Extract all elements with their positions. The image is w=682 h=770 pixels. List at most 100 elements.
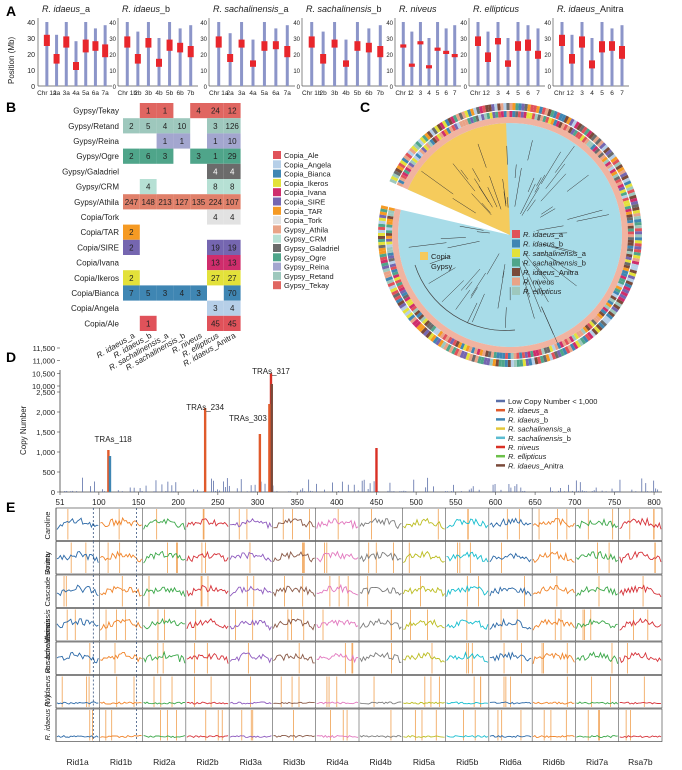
coverage-trace bbox=[532, 735, 575, 738]
heatmap-cell bbox=[207, 103, 224, 119]
chromosome-bar bbox=[610, 28, 614, 86]
family-ring-tick bbox=[531, 357, 536, 366]
family-ring-tick bbox=[583, 128, 591, 136]
chrom-label: Rid4a bbox=[326, 757, 348, 767]
species-ring-tick bbox=[551, 344, 557, 352]
panel-a-ytick: 20 bbox=[27, 52, 35, 59]
family-ring-tick bbox=[553, 351, 560, 359]
heatmap-cell-value: 247 bbox=[125, 198, 139, 207]
coverage-trace bbox=[576, 551, 618, 563]
family-ring-tick bbox=[424, 132, 432, 140]
species-ring-tick bbox=[458, 120, 464, 128]
legend-label: Copia_Tork bbox=[284, 216, 322, 225]
family-ring-tick bbox=[512, 103, 516, 111]
species-italic: R. idaeus bbox=[508, 406, 540, 415]
species-ring-tick bbox=[480, 113, 485, 121]
species-ring-tick bbox=[405, 298, 413, 305]
species-ring-tick bbox=[399, 176, 406, 183]
peak-bar bbox=[268, 404, 271, 492]
chrom-label: Rid6a bbox=[499, 757, 521, 767]
family-ring-tick bbox=[515, 103, 519, 111]
family-ring-tick bbox=[416, 322, 424, 331]
tree-branch bbox=[535, 265, 553, 285]
heatmap-cell-value: 2 bbox=[129, 122, 134, 131]
tree-branch bbox=[536, 177, 542, 187]
family-ring-tick bbox=[378, 229, 386, 233]
heatmap-cell bbox=[139, 179, 157, 195]
coverage-trace bbox=[100, 701, 142, 705]
chrom-label: Rid5b bbox=[456, 757, 478, 767]
legend-swatch bbox=[273, 169, 281, 178]
heatmap-cell bbox=[223, 315, 241, 331]
heatmap-cell-value: 1 bbox=[163, 107, 168, 116]
species-ring-tick bbox=[592, 145, 599, 153]
species-ring-tick bbox=[423, 319, 431, 327]
heatmap-cell-value: 2 bbox=[129, 243, 134, 252]
species-ring-tick bbox=[543, 347, 548, 354]
panel-a-ytick: 30 bbox=[460, 37, 467, 43]
family-ring-tick bbox=[378, 238, 386, 243]
family-ring-tick bbox=[448, 345, 455, 354]
family-ring-tick bbox=[395, 297, 404, 304]
panel-a-ytick: 0 bbox=[204, 85, 208, 91]
heatmap-cell bbox=[139, 194, 157, 210]
species-ring-tick bbox=[610, 170, 618, 177]
species-ring-tick bbox=[439, 332, 446, 339]
panel-b-row-label: Gypsy/Athila bbox=[74, 198, 119, 207]
species-ring-tick bbox=[397, 284, 404, 290]
species-ring-tick bbox=[616, 181, 623, 187]
family-ring-tick bbox=[560, 114, 567, 122]
species-ring-tick bbox=[627, 242, 634, 246]
tree-branch bbox=[471, 193, 492, 215]
coverage-trace bbox=[56, 735, 99, 738]
species-ring-tick bbox=[588, 320, 596, 328]
centromere-region bbox=[102, 44, 109, 58]
family-ring-tick bbox=[503, 103, 507, 111]
heatmap-cell-value: 13 bbox=[228, 259, 237, 268]
family-ring-tick bbox=[582, 335, 589, 343]
panel-d-copy-number-chart: Copy Number 0 500 1,000 1,500 2,000 2,50010,00… bbox=[19, 344, 662, 507]
tree-branch bbox=[470, 287, 478, 299]
heatmap-cell bbox=[190, 194, 207, 210]
family-ring-tick bbox=[477, 356, 482, 364]
coverage-trace bbox=[619, 701, 662, 705]
family-ring-tick bbox=[407, 314, 416, 322]
family-ring-tick bbox=[461, 111, 467, 119]
family-ring-tick bbox=[574, 340, 582, 348]
coverage-trace bbox=[619, 617, 662, 631]
family-ring-tick bbox=[571, 119, 578, 128]
clade-legend-label: Gypsy bbox=[431, 262, 453, 271]
species-legend-swatch bbox=[512, 249, 520, 257]
species-ring-tick bbox=[423, 144, 430, 151]
family-ring-tick bbox=[536, 356, 542, 364]
heatmap-cell-value: 10 bbox=[228, 137, 237, 146]
panel-d-ytick: 10,000 bbox=[32, 382, 55, 391]
coverage-trace bbox=[359, 734, 402, 738]
family-ring-tick bbox=[589, 329, 596, 338]
chromosome-bar bbox=[274, 28, 278, 86]
tree-branch bbox=[523, 252, 546, 280]
panel-a-xtick: 4 bbox=[590, 90, 594, 97]
panel-a-xtick: Chr 1b bbox=[302, 90, 322, 97]
peak-bar bbox=[258, 434, 262, 492]
family-ring-tick bbox=[392, 172, 400, 179]
species-ring-tick bbox=[419, 148, 426, 155]
tree-branch bbox=[472, 168, 481, 182]
heatmap-cell bbox=[190, 103, 207, 119]
species-ring-tick bbox=[415, 152, 422, 159]
species-ring-tick bbox=[438, 131, 445, 139]
species-ring-tick bbox=[627, 219, 634, 224]
centromere-region bbox=[579, 36, 585, 48]
coverage-trace bbox=[446, 551, 489, 563]
heatmap-cell bbox=[207, 133, 224, 149]
centromere-region bbox=[343, 60, 349, 67]
family-ring-tick bbox=[413, 143, 421, 151]
coverage-trace bbox=[489, 701, 532, 705]
coverage-trace bbox=[143, 550, 186, 564]
panel-b-row-label: Copia/Tork bbox=[81, 213, 120, 222]
heatmap-cell bbox=[223, 133, 241, 149]
legend-label: Copia_Ale bbox=[284, 151, 319, 160]
species-ring-tick bbox=[550, 118, 555, 126]
legend-swatch bbox=[273, 253, 281, 262]
